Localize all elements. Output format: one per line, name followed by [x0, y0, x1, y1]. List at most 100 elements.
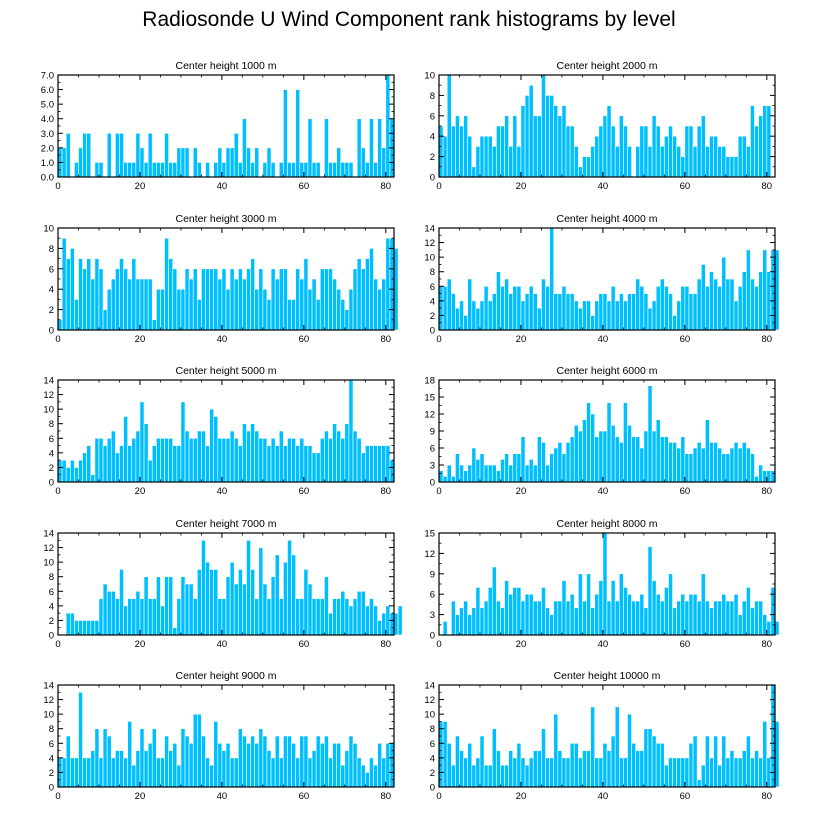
bar: [741, 271, 747, 331]
bar: [197, 569, 202, 636]
bar: [250, 258, 255, 331]
bar: [557, 293, 563, 331]
bar: [721, 453, 727, 483]
bar: [565, 757, 571, 788]
y-tick-label: 2.0: [41, 143, 54, 154]
bar: [709, 757, 714, 788]
bar: [766, 470, 772, 483]
bar: [270, 437, 276, 483]
bar: [741, 750, 747, 788]
x-tick-label: 60: [299, 181, 310, 192]
panel-title: Center height 4000 m: [557, 213, 658, 225]
y-tick-label: 2: [430, 152, 435, 163]
bar: [438, 721, 444, 788]
bar: [82, 757, 87, 788]
bar: [655, 419, 661, 483]
bar: [569, 742, 575, 788]
bar: [369, 445, 374, 483]
bar: [590, 315, 596, 331]
bar: [647, 546, 653, 636]
bar: [135, 750, 141, 788]
bar: [565, 293, 571, 331]
bar: [315, 735, 321, 788]
bar: [369, 598, 374, 636]
bar: [623, 587, 628, 636]
x-tick-label: 60: [680, 791, 691, 802]
bar: [741, 442, 747, 483]
x-tick-label: 60: [299, 639, 310, 650]
x-tick-label: 80: [381, 334, 392, 345]
bar: [168, 258, 174, 331]
bar: [746, 587, 751, 636]
bar: [119, 445, 124, 483]
bar: [156, 757, 161, 788]
bar: [336, 288, 342, 331]
bar: [582, 156, 587, 178]
bar: [508, 146, 514, 178]
bar: [627, 593, 632, 636]
bar: [246, 268, 251, 331]
bar: [98, 598, 104, 636]
bar: [516, 146, 522, 178]
bar: [115, 452, 120, 483]
y-tick-label: 14: [43, 529, 54, 540]
bar: [328, 757, 333, 788]
bar: [676, 300, 682, 331]
bar: [225, 742, 231, 788]
bar: [725, 278, 731, 331]
bar: [582, 300, 587, 331]
bar: [393, 612, 399, 636]
bar: [127, 162, 133, 178]
bar: [377, 445, 383, 483]
bar: [578, 757, 583, 788]
x-tick-label: 40: [217, 486, 228, 497]
bar: [258, 547, 264, 636]
bar: [139, 728, 145, 788]
bar: [598, 125, 604, 178]
bar: [713, 135, 718, 178]
bar: [176, 445, 182, 483]
bar: [500, 285, 505, 331]
bar: [98, 757, 104, 788]
bar: [467, 742, 473, 788]
bar: [315, 162, 321, 178]
bars: [57, 691, 395, 788]
bar: [311, 598, 317, 636]
bar: [381, 757, 387, 788]
bar: [78, 691, 83, 788]
bar: [705, 146, 710, 178]
y-tick-label: 10: [424, 71, 435, 82]
bar: [508, 750, 514, 788]
bar: [696, 125, 702, 178]
bar: [348, 379, 354, 483]
bar: [467, 464, 473, 483]
x-tick-label: 80: [381, 639, 392, 650]
bar: [127, 278, 133, 331]
bar: [483, 764, 489, 788]
bar: [250, 423, 255, 483]
x-tick-label: 40: [217, 791, 228, 802]
x-tick-label: 0: [55, 791, 60, 802]
bar: [467, 614, 473, 636]
bar: [164, 237, 169, 331]
bar: [336, 147, 342, 178]
bar: [496, 125, 501, 178]
bar: [119, 132, 124, 178]
y-tick-label: 14: [424, 681, 435, 692]
bar: [696, 600, 702, 636]
bar: [770, 249, 776, 331]
bar: [90, 750, 96, 788]
bar: [344, 309, 350, 331]
x-tick-label: 60: [299, 486, 310, 497]
bar: [496, 600, 501, 636]
panel-title: Center height 1000 m: [176, 60, 277, 72]
bar: [147, 459, 153, 483]
bar: [90, 620, 96, 636]
bar: [131, 764, 137, 788]
bar: [491, 146, 497, 178]
bar: [139, 401, 145, 483]
y-tick-label: 0.0: [41, 173, 54, 184]
x-tick-label: 40: [217, 639, 228, 650]
x-tick-label: 60: [299, 334, 310, 345]
